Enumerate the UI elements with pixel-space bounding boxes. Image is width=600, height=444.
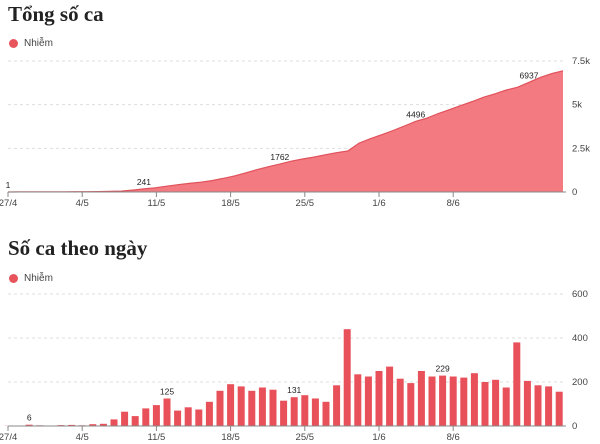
legend-label: Nhiễm (24, 273, 53, 284)
bar (152, 405, 160, 426)
chart-title-total: Tổng số ca (8, 2, 104, 26)
x-tick-label: 11/5 (148, 432, 166, 443)
bar (205, 401, 213, 426)
x-tick-label: 1/6 (372, 432, 385, 443)
y-tick-label: 0 (572, 187, 577, 198)
bar (449, 376, 457, 426)
y-tick-label: 2.5k (572, 143, 590, 154)
bar (68, 424, 76, 426)
bar (280, 400, 288, 426)
x-tick-label: 4/5 (76, 432, 89, 443)
data-label: 125 (160, 387, 174, 397)
data-label: 1762 (270, 152, 289, 162)
bar (407, 383, 415, 426)
y-tick-label: 7.5k (572, 56, 590, 67)
bar (322, 401, 330, 426)
y-tick-label: 400 (572, 333, 588, 344)
bar (470, 373, 478, 426)
legend-label: Nhiễm (24, 38, 53, 49)
bar (545, 386, 553, 426)
bar (333, 385, 341, 426)
total-cases-area-chart: 0 2.5k 5k 7.5k 27/4 4/5 11/5 18/5 25/5 1/6 8/6 1 241… (0, 56, 590, 209)
bar (290, 397, 298, 426)
bar (121, 411, 129, 426)
data-label: 131 (287, 385, 301, 395)
bar (301, 395, 309, 426)
bar (311, 398, 319, 426)
area-series-nhiem (8, 70, 563, 192)
y-tick-label: 600 (572, 289, 588, 300)
x-tick-label: 18/5 (221, 432, 240, 443)
x-tick-label: 8/6 (447, 198, 460, 209)
x-tick-label: 8/6 (447, 432, 460, 443)
x-tick-label: 11/5 (148, 198, 166, 209)
data-label: 6 (27, 413, 32, 423)
bar (99, 423, 107, 426)
bar (237, 386, 245, 426)
bar (89, 424, 97, 426)
bar (364, 376, 372, 426)
chart-title-daily: Số ca theo ngày (8, 236, 148, 260)
bar (248, 390, 256, 426)
bar (269, 389, 277, 426)
bar (258, 387, 266, 426)
bar (481, 382, 489, 426)
x-tick-label: 27/4 (0, 198, 17, 209)
bar (163, 398, 171, 426)
bar (523, 380, 531, 426)
y-tick-label: 0 (572, 421, 577, 432)
data-label: 156 (563, 0, 577, 2)
bar (131, 416, 139, 426)
bar (428, 376, 436, 426)
bar (534, 385, 542, 426)
bar (142, 408, 150, 426)
bar (460, 377, 468, 426)
x-tick-label: 18/5 (221, 198, 240, 209)
bar (396, 378, 404, 426)
data-label: 229 (436, 364, 450, 374)
bar (492, 379, 500, 426)
bar (386, 366, 394, 426)
bar (513, 342, 521, 426)
y-tick-label: 200 (572, 377, 588, 388)
bar (354, 374, 362, 426)
bar (25, 424, 33, 426)
bar (195, 409, 203, 426)
bar (227, 384, 235, 426)
x-tick-label: 25/5 (296, 432, 315, 443)
data-label: 4496 (406, 109, 425, 119)
bar (110, 419, 118, 426)
data-label: 6937 (520, 70, 539, 80)
legend-daily: Nhiễm (9, 273, 53, 284)
data-label: 241 (137, 177, 151, 187)
y-tick-label: 5k (572, 100, 582, 111)
x-tick-label: 25/5 (296, 198, 315, 209)
bar (439, 375, 447, 426)
bar (375, 371, 383, 426)
legend-total: Nhiễm (9, 38, 53, 49)
data-label: 1 (6, 180, 11, 190)
bar (216, 390, 224, 426)
x-tick-label: 4/5 (76, 198, 89, 209)
bar (555, 391, 563, 426)
bar (343, 329, 351, 426)
bar (184, 407, 192, 426)
x-tick-label: 27/4 (0, 432, 17, 443)
bar (417, 371, 425, 426)
x-tick-label: 1/6 (372, 198, 385, 209)
bar (174, 410, 182, 426)
bar (502, 387, 510, 426)
legend-dot-icon (9, 274, 18, 283)
legend-dot-icon (9, 39, 18, 48)
